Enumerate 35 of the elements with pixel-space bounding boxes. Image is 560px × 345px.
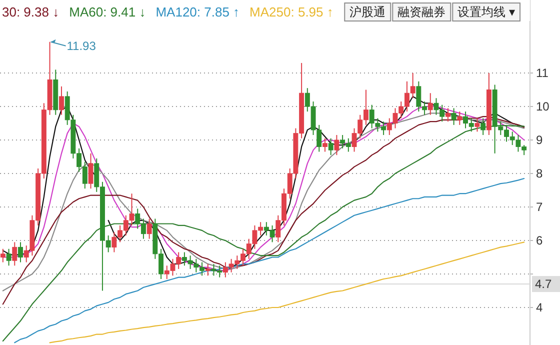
text: MA250: 5.95 ↑ (250, 4, 334, 20)
text: MA120: 7.85 ↑ (156, 4, 240, 20)
line-series (14, 178, 525, 344)
candlestick (18, 242, 23, 263)
line-series (49, 242, 525, 344)
text: 30: 9.38 ↓ (2, 4, 60, 20)
candlestick (88, 152, 94, 190)
candlestick (59, 86, 64, 116)
candlestick (12, 242, 18, 266)
y-tick-label: 9 (536, 133, 543, 148)
candlestick (474, 118, 480, 132)
y-tick-label: 11 (536, 66, 549, 80)
candlestick (0, 248, 6, 263)
candlestick (6, 248, 12, 266)
y-tick-label: 4 (536, 300, 543, 314)
y-tick-label: 7 (536, 200, 543, 214)
ref-line-label: 4.7 (535, 277, 552, 292)
candlestick (457, 111, 462, 126)
candlestick (428, 92, 433, 116)
candlestick (205, 263, 210, 276)
annotation: 融资融券 (398, 5, 446, 19)
candlestick (480, 118, 486, 136)
y-tick-label: 8 (536, 166, 543, 181)
text: MA60: 9.41 ↓ (69, 4, 146, 20)
candlestick (334, 134, 340, 156)
candlestick (322, 138, 328, 152)
y-tick-label: 10 (536, 100, 550, 114)
candlestick (451, 108, 456, 126)
candlestick (146, 218, 152, 240)
y-tick-label: 6 (536, 233, 543, 248)
candlestick (328, 138, 334, 156)
candlestick (445, 108, 450, 122)
annotation: 11.93 (66, 38, 96, 53)
annotation: 沪股通 (350, 5, 386, 19)
annotation: 设置均线 ▾ (458, 5, 515, 19)
